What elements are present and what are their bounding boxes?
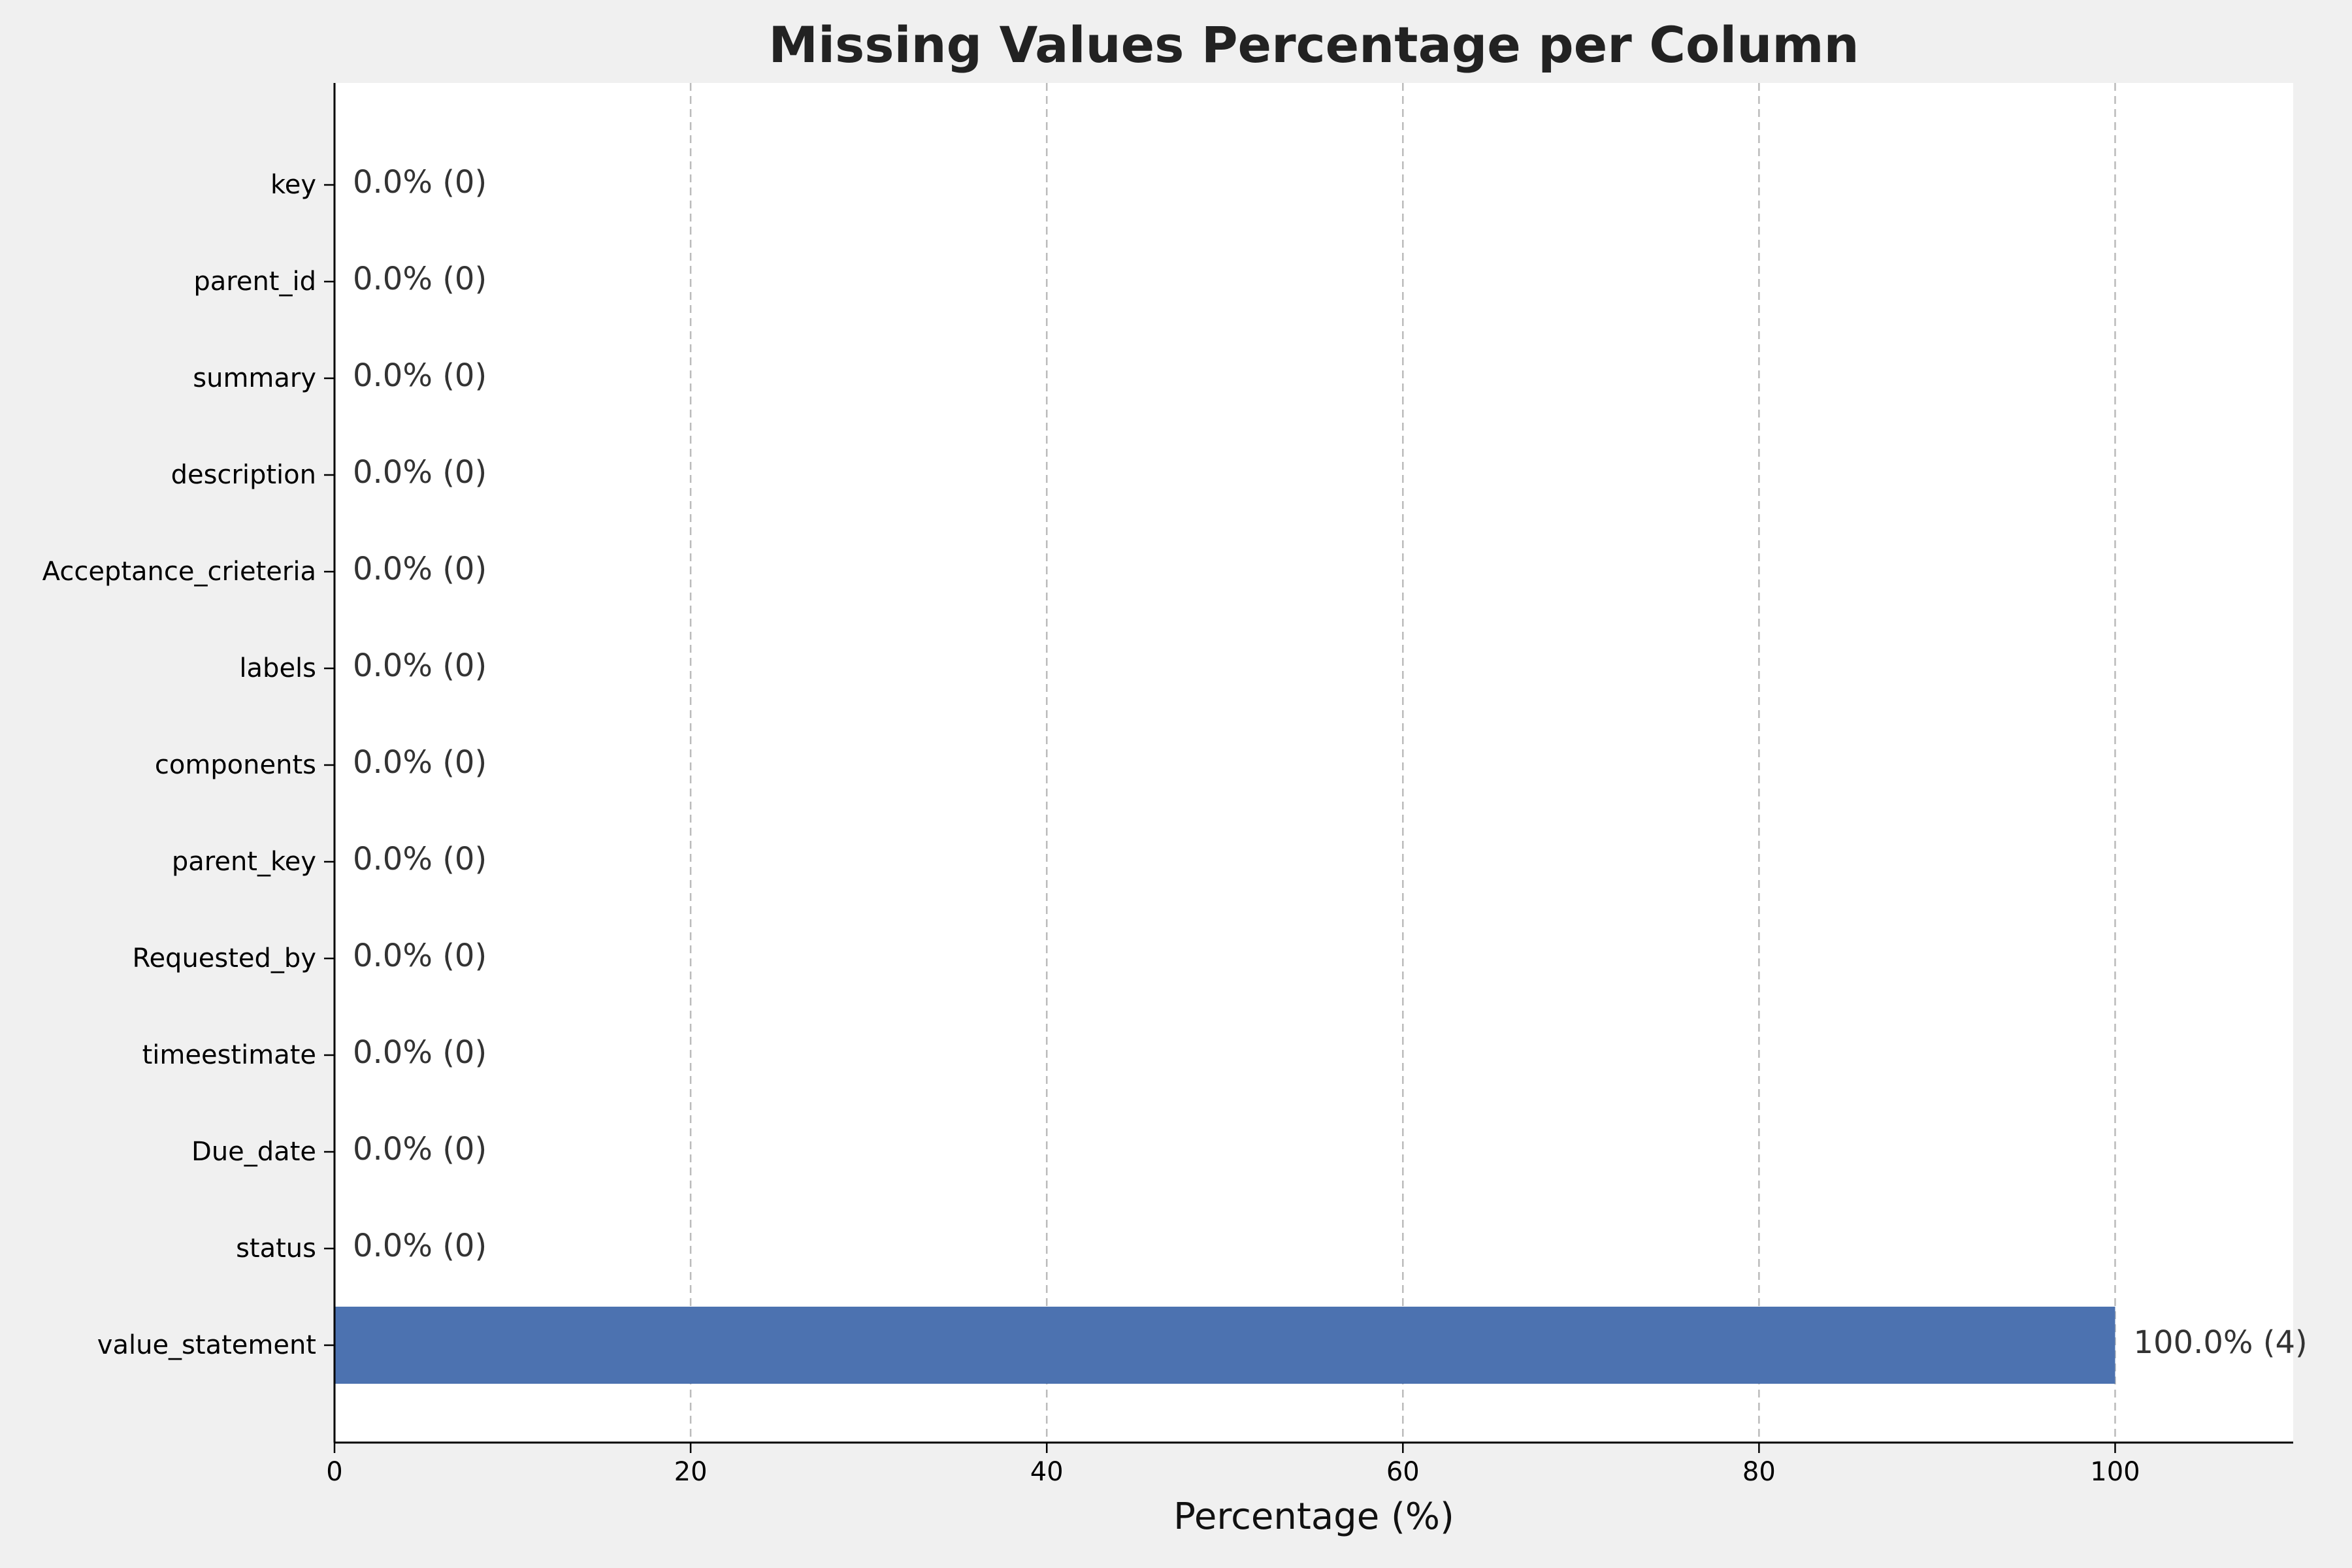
data-label-value_statement: 100.0% (4) — [2133, 1324, 2307, 1361]
data-label-labels: 0.0% (0) — [353, 647, 487, 684]
x-tick-label-100: 100 — [2090, 1457, 2140, 1487]
data-label-Acceptance_crieteria: 0.0% (0) — [353, 551, 487, 587]
data-label-key: 0.0% (0) — [353, 164, 487, 201]
y-tick-label-description: description — [171, 460, 316, 490]
y-tick-label-components: components — [155, 750, 316, 780]
y-tick-label-labels: labels — [239, 653, 316, 683]
data-label-Due_date: 0.0% (0) — [353, 1131, 487, 1168]
x-tick-label-40: 40 — [1030, 1457, 1064, 1487]
bars — [335, 1307, 2115, 1384]
chart-title: Missing Values Percentage per Column — [768, 16, 1859, 74]
data-label-Requested_by: 0.0% (0) — [353, 938, 487, 974]
data-label-timeestimate: 0.0% (0) — [353, 1034, 487, 1071]
data-label-description: 0.0% (0) — [353, 454, 487, 491]
data-label-components: 0.0% (0) — [353, 744, 487, 781]
y-tick-label-Acceptance_crieteria: Acceptance_crieteria — [42, 557, 316, 587]
y-tick-label-value_statement: value_statement — [97, 1330, 316, 1360]
y-tick-label-Due_date: Due_date — [191, 1137, 316, 1167]
y-tick-label-parent_id: parent_id — [193, 267, 316, 297]
x-tick-label-20: 20 — [674, 1457, 708, 1487]
y-tick-label-parent_key: parent_key — [172, 847, 316, 877]
data-label-summary: 0.0% (0) — [353, 357, 487, 394]
data-label-parent_key: 0.0% (0) — [353, 841, 487, 877]
bar-value_statement — [335, 1307, 2115, 1384]
x-tick-label-80: 80 — [1742, 1457, 1776, 1487]
y-tick-label-key: key — [270, 170, 316, 200]
x-axis: 0 20 40 60 80 100 — [326, 83, 2293, 1487]
y-tick-label-timeestimate: timeestimate — [142, 1040, 316, 1070]
data-label-status: 0.0% (0) — [353, 1228, 487, 1264]
y-tick-label-summary: summary — [193, 363, 316, 393]
data-label-parent_id: 0.0% (0) — [353, 261, 487, 297]
y-tick-label-status: status — [236, 1233, 316, 1264]
x-axis-label: Percentage (%) — [1173, 1495, 1454, 1538]
y-tick-label-Requested_by: Requested_by — [132, 943, 316, 973]
x-tick-label-0: 0 — [326, 1457, 342, 1487]
x-tick-label-60: 60 — [1386, 1457, 1420, 1487]
plot-area — [335, 83, 2293, 1443]
data-labels: 0.0% (0) 0.0% (0) 0.0% (0) 0.0% (0) 0.0% (0)… — [353, 164, 2308, 1361]
